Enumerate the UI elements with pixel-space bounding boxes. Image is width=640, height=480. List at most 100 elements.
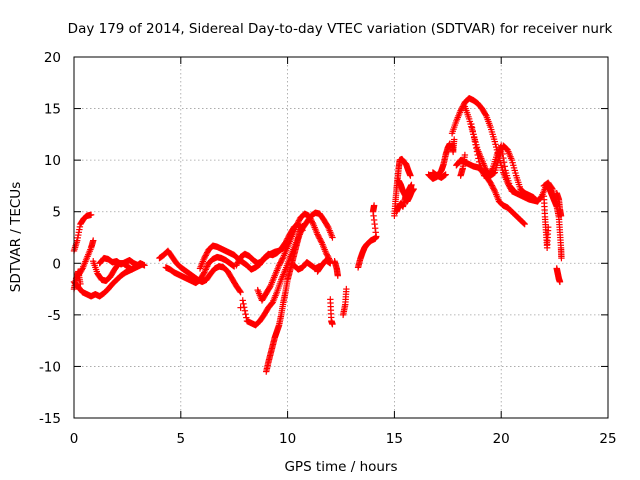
data-point [557,212,565,220]
data-point [470,134,478,141]
data-point [314,231,321,238]
data-point [299,222,306,230]
data-point [474,151,481,159]
data-point [293,221,301,228]
data-point [461,151,469,159]
data-point [317,238,325,245]
data-point [237,304,244,311]
data-point [460,101,467,109]
y-tick-label: 10 [44,153,61,169]
data-point [485,172,493,179]
data-point [500,159,508,166]
data-point [520,220,528,227]
data-point [469,127,476,135]
data-point [471,138,479,145]
y-tick-label: 0 [52,256,61,272]
data-point [408,181,415,189]
data-point [457,107,464,114]
data-point [315,233,323,241]
data-point [482,111,489,118]
data-point [278,256,286,264]
data-point [324,222,331,230]
data-point [322,249,330,257]
data-point [487,169,494,176]
x-tick-label: 25 [599,431,616,447]
data-point [556,278,564,286]
data-point [203,250,210,258]
data-point [324,252,331,259]
data-point [329,320,336,328]
data-point [292,222,300,230]
x-tick-label: 15 [386,431,403,447]
data-point [235,256,243,264]
data-point [240,300,247,308]
y-tick-label: 15 [44,102,61,118]
data-point [233,260,241,268]
x-tick-label: 0 [70,431,79,447]
axis-ticks [73,56,609,419]
data-point [236,287,244,295]
y-tick-label: 20 [44,50,61,66]
data-point [473,144,480,152]
data-point [473,148,481,155]
data-point [201,254,208,262]
data-point [315,232,322,239]
data-point [499,150,506,158]
data-point [548,184,555,192]
data-point [487,179,494,187]
data-point [370,202,378,209]
data-point [485,173,492,180]
data-point [488,181,495,188]
data-point [475,158,483,166]
data-point [323,251,330,258]
data-point [492,141,499,148]
data-point [235,258,242,265]
data-point [532,196,540,204]
data-point [468,124,476,131]
data-point [472,141,479,148]
data-point [442,171,449,178]
data-point [490,185,497,192]
data-point [488,182,496,189]
data-point [470,131,477,138]
data-point [276,260,283,268]
data-point [141,262,148,269]
data-point [316,235,323,242]
data-point [552,198,559,205]
data-point [501,163,508,170]
data-point [201,253,209,260]
data-point [458,106,465,113]
data-point [308,218,316,225]
data-point [237,288,244,296]
data-point [329,234,336,241]
data-point [305,212,313,220]
data-point [491,138,498,145]
plot-frame [73,56,609,419]
data-point [242,310,249,318]
x-tick-label: 20 [493,431,510,447]
data-point [277,258,285,265]
data-point [309,219,316,226]
data-point [500,154,507,162]
x-tick-label: 5 [177,431,186,447]
data-point [544,223,552,231]
data-point [468,120,475,128]
y-tick-label: -5 [48,308,61,324]
data-point [343,285,350,293]
data-marks [70,95,565,375]
data-point [275,262,283,269]
data-point [239,297,246,304]
data-point [486,170,494,178]
data-point [306,214,313,221]
y-tick-label: -10 [39,359,61,375]
data-point [498,142,505,149]
data-point [451,136,458,143]
data-point [90,237,97,244]
data-point [520,219,527,226]
y-tick-label: -15 [39,411,61,427]
data-point [294,220,301,227]
data-point [317,236,324,244]
data-point [241,307,249,314]
data-point [488,166,496,173]
data-point [78,266,86,273]
